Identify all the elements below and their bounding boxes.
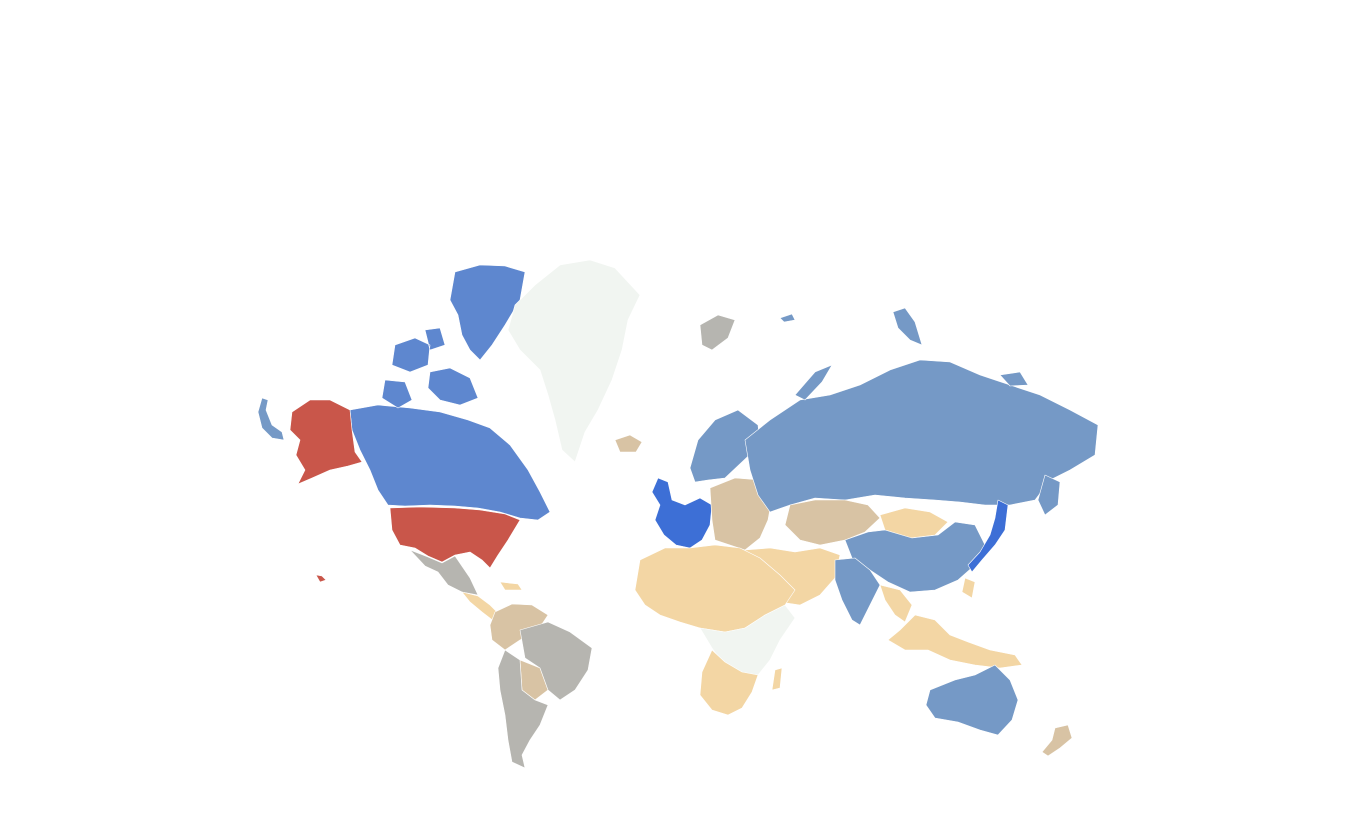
region-svalbard[interactable] bbox=[699, 314, 736, 351]
region-southeast-asia[interactable] bbox=[879, 577, 1023, 669]
region-russia-islands[interactable] bbox=[779, 307, 1061, 516]
region-brazil[interactable] bbox=[519, 621, 593, 701]
regions-layer bbox=[257, 259, 1099, 769]
region-south-america-south[interactable] bbox=[497, 649, 549, 769]
region-alaska-west[interactable] bbox=[257, 397, 285, 441]
region-new-zealand[interactable] bbox=[1041, 724, 1073, 757]
region-mexico[interactable] bbox=[409, 549, 479, 596]
region-hawaii[interactable] bbox=[315, 574, 327, 583]
region-iceland[interactable] bbox=[614, 434, 643, 453]
region-australia[interactable] bbox=[925, 664, 1019, 736]
region-canada-arctic-islands[interactable] bbox=[381, 264, 526, 409]
region-greenland[interactable] bbox=[507, 259, 641, 463]
region-canada[interactable] bbox=[349, 404, 551, 521]
region-usa[interactable] bbox=[389, 506, 521, 569]
region-western-europe[interactable] bbox=[651, 477, 713, 549]
region-central-asia[interactable] bbox=[784, 499, 881, 546]
region-india[interactable] bbox=[834, 557, 881, 626]
region-alaska[interactable] bbox=[289, 399, 363, 485]
region-japan[interactable] bbox=[967, 499, 1009, 573]
region-russia[interactable] bbox=[744, 359, 1099, 513]
region-eastern-europe[interactable] bbox=[709, 477, 773, 551]
region-southern-africa[interactable] bbox=[699, 649, 783, 716]
